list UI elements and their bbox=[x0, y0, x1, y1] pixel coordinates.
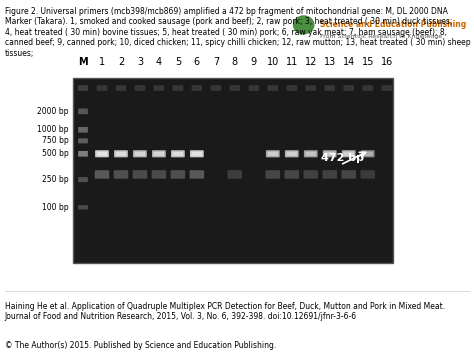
FancyBboxPatch shape bbox=[171, 150, 185, 157]
Text: 10: 10 bbox=[267, 58, 279, 67]
FancyBboxPatch shape bbox=[382, 85, 392, 91]
FancyBboxPatch shape bbox=[135, 152, 145, 156]
FancyBboxPatch shape bbox=[286, 152, 297, 156]
FancyBboxPatch shape bbox=[78, 205, 88, 209]
FancyBboxPatch shape bbox=[133, 150, 147, 157]
FancyBboxPatch shape bbox=[286, 85, 297, 91]
Text: From Scientific Research to Knowledge: From Scientific Research to Knowledge bbox=[320, 34, 442, 39]
FancyBboxPatch shape bbox=[114, 170, 128, 179]
FancyBboxPatch shape bbox=[248, 85, 259, 91]
Text: 13: 13 bbox=[324, 58, 336, 67]
Text: 250 bp: 250 bp bbox=[42, 175, 69, 184]
FancyBboxPatch shape bbox=[363, 85, 373, 91]
FancyBboxPatch shape bbox=[95, 170, 109, 179]
FancyBboxPatch shape bbox=[342, 150, 356, 157]
FancyBboxPatch shape bbox=[363, 152, 373, 156]
FancyBboxPatch shape bbox=[285, 150, 299, 157]
FancyBboxPatch shape bbox=[78, 177, 88, 182]
FancyBboxPatch shape bbox=[114, 150, 128, 157]
Text: 100 bp: 100 bp bbox=[42, 203, 69, 212]
Text: © The Author(s) 2015. Published by Science and Education Publishing.: © The Author(s) 2015. Published by Scien… bbox=[5, 341, 276, 350]
FancyBboxPatch shape bbox=[135, 85, 145, 91]
Text: 11: 11 bbox=[286, 58, 298, 67]
FancyBboxPatch shape bbox=[171, 170, 185, 179]
FancyBboxPatch shape bbox=[325, 85, 335, 91]
Text: 2000 bp: 2000 bp bbox=[37, 107, 69, 116]
FancyBboxPatch shape bbox=[360, 170, 375, 179]
Text: 8: 8 bbox=[232, 58, 238, 67]
FancyBboxPatch shape bbox=[97, 152, 107, 156]
FancyBboxPatch shape bbox=[322, 170, 337, 179]
FancyBboxPatch shape bbox=[305, 85, 316, 91]
Text: 472 bp: 472 bp bbox=[320, 153, 364, 163]
FancyBboxPatch shape bbox=[210, 85, 221, 91]
Text: Science and Education Publishing: Science and Education Publishing bbox=[320, 20, 466, 28]
Text: 3: 3 bbox=[137, 58, 143, 67]
FancyBboxPatch shape bbox=[152, 150, 166, 157]
FancyBboxPatch shape bbox=[228, 170, 242, 179]
Text: 5: 5 bbox=[175, 58, 181, 67]
FancyBboxPatch shape bbox=[78, 151, 88, 157]
FancyBboxPatch shape bbox=[303, 170, 318, 179]
Text: 2: 2 bbox=[118, 58, 124, 67]
Text: 500 bp: 500 bp bbox=[42, 149, 69, 158]
Text: 12: 12 bbox=[305, 58, 317, 67]
FancyBboxPatch shape bbox=[78, 127, 88, 133]
Text: 4: 4 bbox=[156, 58, 162, 67]
FancyBboxPatch shape bbox=[78, 85, 88, 91]
FancyBboxPatch shape bbox=[229, 85, 240, 91]
FancyBboxPatch shape bbox=[173, 152, 183, 156]
Text: 6: 6 bbox=[194, 58, 200, 67]
FancyBboxPatch shape bbox=[190, 170, 204, 179]
FancyBboxPatch shape bbox=[266, 150, 280, 157]
Text: Haining He et al. Application of Quadruple Multiplex PCR Detection for Beef, Duc: Haining He et al. Application of Quadrup… bbox=[5, 302, 445, 321]
FancyBboxPatch shape bbox=[73, 78, 393, 263]
FancyBboxPatch shape bbox=[95, 150, 109, 157]
FancyBboxPatch shape bbox=[173, 85, 183, 91]
FancyBboxPatch shape bbox=[190, 150, 204, 157]
FancyBboxPatch shape bbox=[361, 150, 374, 157]
FancyBboxPatch shape bbox=[78, 138, 88, 143]
Text: 15: 15 bbox=[362, 58, 374, 67]
FancyBboxPatch shape bbox=[191, 152, 202, 156]
FancyBboxPatch shape bbox=[304, 150, 318, 157]
FancyBboxPatch shape bbox=[152, 170, 166, 179]
FancyBboxPatch shape bbox=[191, 85, 202, 91]
FancyBboxPatch shape bbox=[325, 152, 335, 156]
Text: 1000 bp: 1000 bp bbox=[37, 125, 69, 134]
FancyBboxPatch shape bbox=[97, 85, 107, 91]
FancyBboxPatch shape bbox=[154, 152, 164, 156]
Text: Figure 2. Universal primers (mcb398/mcb869) amplified a 472 bp fragment of mitoc: Figure 2. Universal primers (mcb398/mcb8… bbox=[5, 7, 470, 58]
FancyBboxPatch shape bbox=[284, 170, 299, 179]
Text: 7: 7 bbox=[213, 58, 219, 67]
Text: 750 bp: 750 bp bbox=[42, 136, 69, 145]
FancyBboxPatch shape bbox=[267, 152, 278, 156]
FancyBboxPatch shape bbox=[154, 85, 164, 91]
Text: 16: 16 bbox=[381, 58, 393, 67]
FancyBboxPatch shape bbox=[116, 152, 126, 156]
FancyBboxPatch shape bbox=[267, 85, 278, 91]
FancyBboxPatch shape bbox=[323, 150, 337, 157]
Text: 9: 9 bbox=[251, 58, 257, 67]
FancyBboxPatch shape bbox=[305, 152, 316, 156]
Text: 14: 14 bbox=[343, 58, 355, 67]
FancyBboxPatch shape bbox=[133, 170, 147, 179]
FancyBboxPatch shape bbox=[344, 85, 354, 91]
Circle shape bbox=[293, 16, 314, 34]
FancyBboxPatch shape bbox=[116, 85, 126, 91]
FancyBboxPatch shape bbox=[341, 170, 356, 179]
Text: M: M bbox=[78, 58, 88, 67]
FancyBboxPatch shape bbox=[344, 152, 354, 156]
FancyBboxPatch shape bbox=[265, 170, 280, 179]
Text: 1: 1 bbox=[99, 58, 105, 67]
FancyBboxPatch shape bbox=[78, 109, 88, 114]
